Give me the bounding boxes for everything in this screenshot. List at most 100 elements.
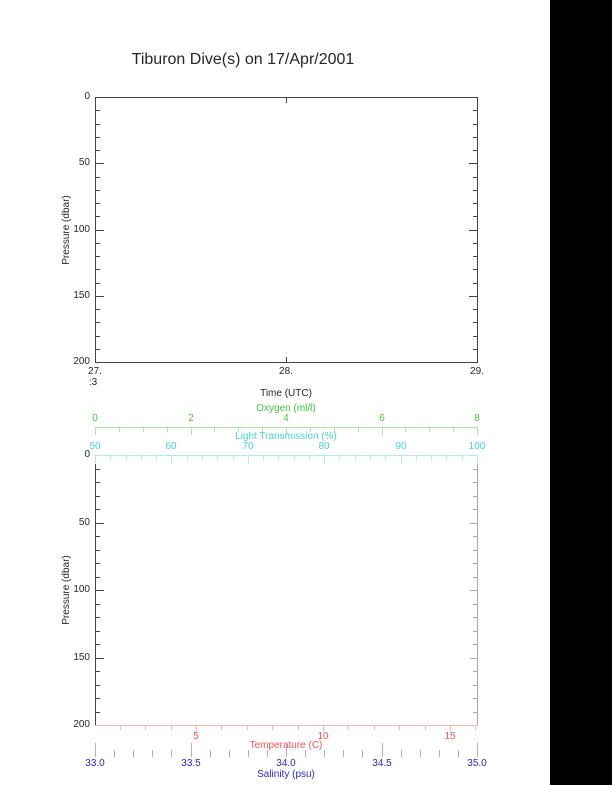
x-tick-label-salinity: 34.0	[276, 758, 296, 769]
y-tick-label: 200	[73, 719, 90, 730]
axis-title-light-transmission: Light Transmission (%)	[235, 431, 337, 442]
x-tick-major-light-transmission	[171, 456, 172, 464]
x-tick-minor-light-transmission	[202, 456, 203, 460]
y-tick-minor	[96, 563, 100, 564]
x-tick-minor-light-transmission	[385, 456, 386, 460]
y-tick-minor	[96, 496, 100, 497]
y-tick-major	[96, 163, 104, 164]
x-tick-major-oxygen	[477, 428, 478, 435]
y-tick-minor	[96, 536, 100, 537]
x-tick-minor-light-transmission	[263, 456, 264, 460]
x-tick-minor-salinity	[343, 750, 344, 757]
x-tick-minor-oxygen	[119, 428, 120, 432]
bottom-plot-frame-left	[95, 455, 96, 726]
y-tick-minor	[96, 617, 100, 618]
y-tick-label: 0	[84, 91, 90, 102]
x-tick-minor-light-transmission	[156, 456, 157, 460]
y-tick-minor	[96, 349, 100, 350]
x-tick-minor-oxygen	[214, 428, 215, 432]
axis-line-oxygen	[95, 427, 478, 428]
x-tick-minor-oxygen	[310, 428, 311, 432]
x-tick-minor-salinity	[133, 750, 134, 757]
top-plot-frame-left	[95, 97, 96, 363]
x-tick-label-salinity: 35.0	[467, 758, 487, 769]
top-plot-frame-top	[95, 97, 478, 98]
y-tick-minor	[473, 536, 477, 537]
top-plot-frame-right	[477, 97, 478, 363]
x-tick-minor-salinity	[171, 750, 172, 757]
y-tick-major	[96, 97, 104, 98]
x-tick-minor-temperature	[374, 726, 375, 730]
x-tick-major-salinity	[191, 743, 192, 757]
x-tick-label-temperature: 10	[317, 731, 329, 742]
x-tick-minor-oxygen	[429, 428, 430, 432]
y-tick-major	[469, 230, 477, 231]
y-tick-major	[96, 230, 104, 231]
x-tick-minor-salinity	[267, 750, 268, 757]
y-tick-label: 200	[73, 356, 90, 367]
x-tick-minor-light-transmission	[355, 456, 356, 460]
x-tick-minor-light-transmission	[431, 456, 432, 460]
y-tick-minor	[473, 256, 477, 257]
y-tick-minor	[473, 469, 477, 470]
y-tick-minor	[473, 563, 477, 564]
y-tick-minor	[473, 177, 477, 178]
x-tick-label-temperature: 15	[444, 731, 456, 742]
x-tick-minor-salinity	[305, 750, 306, 757]
y-tick-minor	[473, 698, 477, 699]
x-tick-label-oxygen: 8	[474, 413, 480, 424]
y-tick-minor	[96, 269, 100, 270]
x-tick-label-oxygen: 2	[188, 413, 194, 424]
y-tick-major	[470, 658, 477, 659]
x-tick-label: 29.	[470, 366, 484, 377]
x-tick-major-salinity	[286, 743, 287, 757]
bottom-plot-frame-right	[477, 455, 478, 726]
x-tick-major-light-transmission	[477, 456, 478, 464]
y-tick-minor	[96, 671, 100, 672]
y-tick-minor	[473, 685, 477, 686]
y-tick-major	[96, 362, 104, 363]
x-tick-minor-salinity	[439, 750, 440, 757]
x-tick-minor-oxygen	[453, 428, 454, 432]
x-tick-minor-temperature	[171, 726, 172, 730]
x-tick-minor-oxygen	[143, 428, 144, 432]
x-tick-major-oxygen	[95, 428, 96, 435]
axis-title-oxygen: Oxygen (ml/l)	[256, 403, 316, 414]
x-tick-major	[95, 357, 96, 362]
axis-line-temperature	[95, 725, 478, 726]
x-tick-major	[477, 357, 478, 362]
x-tick-minor-light-transmission	[339, 456, 340, 460]
y-tick-minor	[473, 309, 477, 310]
y-tick-minor	[473, 190, 477, 191]
x-tick-minor-light-transmission	[309, 456, 310, 460]
x-tick-minor-salinity	[229, 750, 230, 757]
x-tick-label-light-transmission: 80	[318, 441, 330, 452]
x-tick-minor-light-transmission	[416, 456, 417, 460]
y-tick-minor	[96, 137, 100, 138]
x-tick-major-temperature	[323, 726, 324, 732]
x-tick-minor-salinity	[152, 750, 153, 757]
x-tick-minor-light-transmission	[217, 456, 218, 460]
y-tick-label: 100	[73, 224, 90, 235]
axis-line-light-transmission	[95, 455, 478, 456]
y-tick-minor	[473, 550, 477, 551]
x-tick-minor-light-transmission	[294, 456, 295, 460]
x-tick-minor-light-transmission	[233, 456, 234, 460]
y-tick-minor	[96, 685, 100, 686]
x-tick-major-light-transmission	[95, 456, 96, 464]
x-tick-minor-oxygen	[405, 428, 406, 432]
y-tick-minor	[473, 216, 477, 217]
x-tick-major	[286, 98, 287, 103]
y-tick-minor	[473, 137, 477, 138]
x-tick-minor-light-transmission	[446, 456, 447, 460]
x-tick-major-temperature	[450, 726, 451, 732]
x-tick-minor-temperature	[298, 726, 299, 730]
y-tick-minor	[96, 216, 100, 217]
x-tick-minor-salinity	[458, 750, 459, 757]
x-tick-minor-oxygen	[262, 428, 263, 432]
x-tick-label-salinity: 33.5	[181, 758, 201, 769]
y-tick-minor	[473, 631, 477, 632]
y-tick-minor	[96, 509, 100, 510]
y-tick-minor	[96, 256, 100, 257]
y-tick-minor	[473, 283, 477, 284]
